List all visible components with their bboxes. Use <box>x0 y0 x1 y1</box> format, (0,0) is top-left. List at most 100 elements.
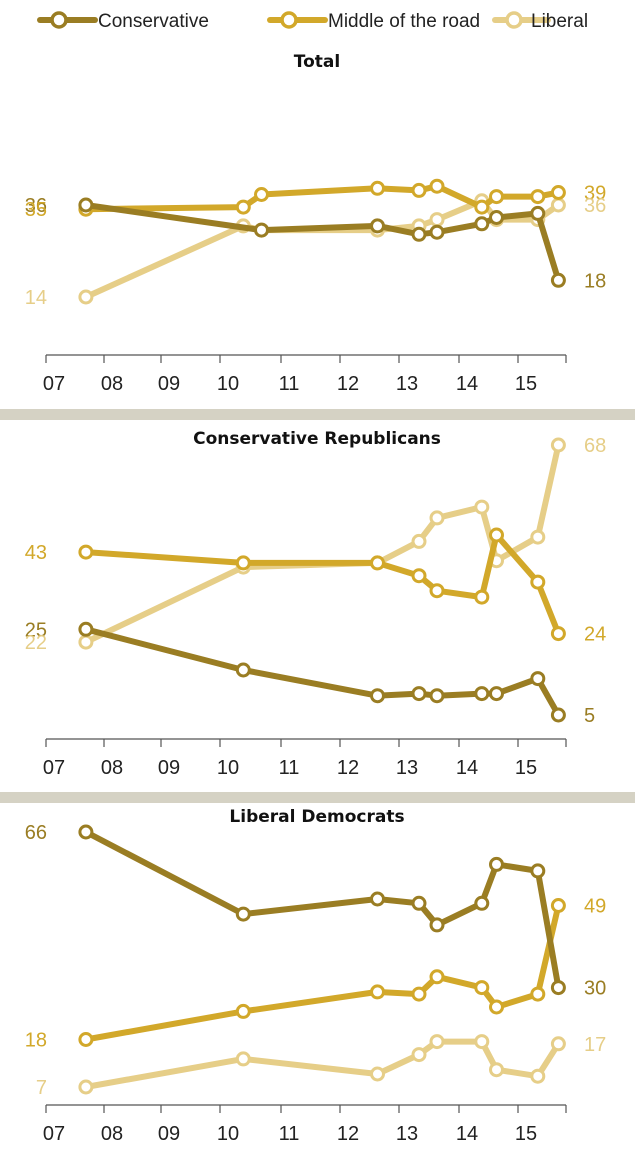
x-tick-label: 13 <box>396 757 418 779</box>
end-label-conservative: 30 <box>584 978 606 1000</box>
data-point-conservative <box>411 686 427 702</box>
series-line-middle-of-the-road <box>82 532 562 637</box>
data-point-liberal <box>550 437 566 453</box>
series-line-middle-of-the-road <box>82 902 562 1043</box>
data-point-conservative <box>370 218 385 234</box>
x-tick-label: 12 <box>337 757 359 779</box>
start-label-conservative: 66 <box>25 822 47 844</box>
legend: Conservative Middle of the road Liberal <box>37 11 588 32</box>
panel-separator <box>0 792 635 803</box>
data-point-middle-of-the-road <box>429 583 445 599</box>
data-point-liberal <box>411 1047 427 1063</box>
data-point-conservative <box>235 662 251 678</box>
data-point-liberal <box>429 510 445 526</box>
data-point-middle-of-the-road <box>550 626 566 642</box>
data-point-conservative <box>550 980 566 996</box>
data-point-conservative <box>411 226 427 242</box>
data-point-middle-of-the-road <box>489 999 504 1015</box>
data-point-middle-of-the-road <box>530 574 546 590</box>
start-label-conservative: 36 <box>25 195 47 217</box>
chart-panels: Total 07 08 09 10 11 12 13 14 15 36 18 35 39 14 36 Conse… <box>0 52 635 1145</box>
end-label-liberal: 36 <box>584 195 606 217</box>
panel-liberal-democrats: Liberal Democrats 07 08 09 10 11 12 13 14 15 66 30 1… <box>25 807 607 1145</box>
data-point-conservative <box>530 205 546 221</box>
data-point-middle-of-the-road <box>550 898 566 913</box>
panel-title: Conservative Republicans <box>193 429 441 449</box>
x-tick-label: 10 <box>217 757 239 779</box>
data-point-liberal <box>78 289 94 305</box>
data-point-middle-of-the-road <box>370 180 385 196</box>
data-point-conservative <box>474 216 490 232</box>
start-label-middle-of-the-road: 18 <box>25 1030 47 1052</box>
legend-marker-liberal <box>505 11 523 29</box>
x-tick-label: 11 <box>279 757 300 779</box>
x-tick-label: 11 <box>279 1123 300 1145</box>
data-point-conservative <box>429 224 445 240</box>
data-point-conservative <box>550 707 566 723</box>
data-point-middle-of-the-road <box>474 589 490 605</box>
x-tick-label: 07 <box>43 373 65 395</box>
data-point-conservative <box>474 895 490 911</box>
data-point-conservative <box>429 917 445 933</box>
data-point-middle-of-the-road <box>370 555 385 571</box>
x-tick-label: 15 <box>515 1123 537 1145</box>
data-point-middle-of-the-road <box>370 984 385 1000</box>
data-point-conservative <box>370 688 385 704</box>
data-point-middle-of-the-road <box>530 986 546 1002</box>
data-point-middle-of-the-road <box>411 568 427 584</box>
x-tick-label: 14 <box>456 757 478 779</box>
data-point-middle-of-the-road <box>474 199 490 215</box>
start-label-middle-of-the-road: 43 <box>25 542 47 564</box>
x-tick-label: 11 <box>279 373 300 395</box>
data-point-middle-of-the-road <box>474 980 490 996</box>
data-point-middle-of-the-road <box>235 555 251 571</box>
data-point-liberal <box>429 1034 445 1050</box>
end-label-middle-of-the-road: 39 <box>584 183 606 205</box>
data-point-middle-of-the-road <box>530 189 546 205</box>
start-label-liberal: 7 <box>36 1077 47 1099</box>
data-point-conservative <box>530 671 546 687</box>
x-tick-label: 13 <box>396 1123 418 1145</box>
legend-label-liberal: Liberal <box>531 11 588 32</box>
x-tick-label: 10 <box>217 1123 239 1145</box>
start-label-conservative: 25 <box>25 619 47 641</box>
data-point-conservative <box>489 210 504 225</box>
data-point-middle-of-the-road <box>78 1032 94 1047</box>
data-point-liberal <box>78 634 94 650</box>
end-label-middle-of-the-road: 49 <box>584 896 606 918</box>
data-point-conservative <box>254 222 269 238</box>
data-point-conservative <box>489 686 504 702</box>
x-tick-label: 10 <box>217 373 239 395</box>
data-point-conservative <box>78 621 94 637</box>
start-label-liberal: 22 <box>25 632 47 654</box>
panel-total: Total 07 08 09 10 11 12 13 14 15 36 18 35 39 14 36 <box>25 52 607 395</box>
x-tick-label: 08 <box>101 757 123 779</box>
series-line-liberal <box>82 442 562 646</box>
data-point-conservative <box>78 824 94 840</box>
data-point-middle-of-the-road <box>235 1003 251 1019</box>
x-tick-label: 09 <box>158 373 180 395</box>
data-point-conservative <box>474 686 490 702</box>
data-point-middle-of-the-road <box>429 969 445 985</box>
x-tick-label: 12 <box>337 1123 359 1145</box>
x-tick-label: 09 <box>158 757 180 779</box>
x-tick-label: 07 <box>43 757 65 779</box>
x-tick-label: 07 <box>43 1123 65 1145</box>
data-point-conservative <box>370 891 385 907</box>
end-label-conservative: 5 <box>584 705 595 727</box>
series-line-conservative <box>82 626 562 718</box>
panel-conservative-republicans: Conservative Republicans 07 08 09 10 11 12 13 14… <box>25 429 607 779</box>
x-tick-label: 08 <box>101 1123 123 1145</box>
legend-marker-middle-of-the-road <box>280 11 298 29</box>
data-point-liberal <box>235 1051 251 1067</box>
x-tick-label: 09 <box>158 1123 180 1145</box>
data-point-conservative <box>411 895 427 911</box>
panel-title: Total <box>294 52 340 72</box>
panel-separator <box>0 409 635 420</box>
x-tick-label: 08 <box>101 373 123 395</box>
data-point-liberal <box>78 1079 94 1095</box>
panel-title: Liberal Democrats <box>229 807 404 827</box>
x-tick-label: 12 <box>337 373 359 395</box>
data-point-middle-of-the-road <box>411 182 427 198</box>
